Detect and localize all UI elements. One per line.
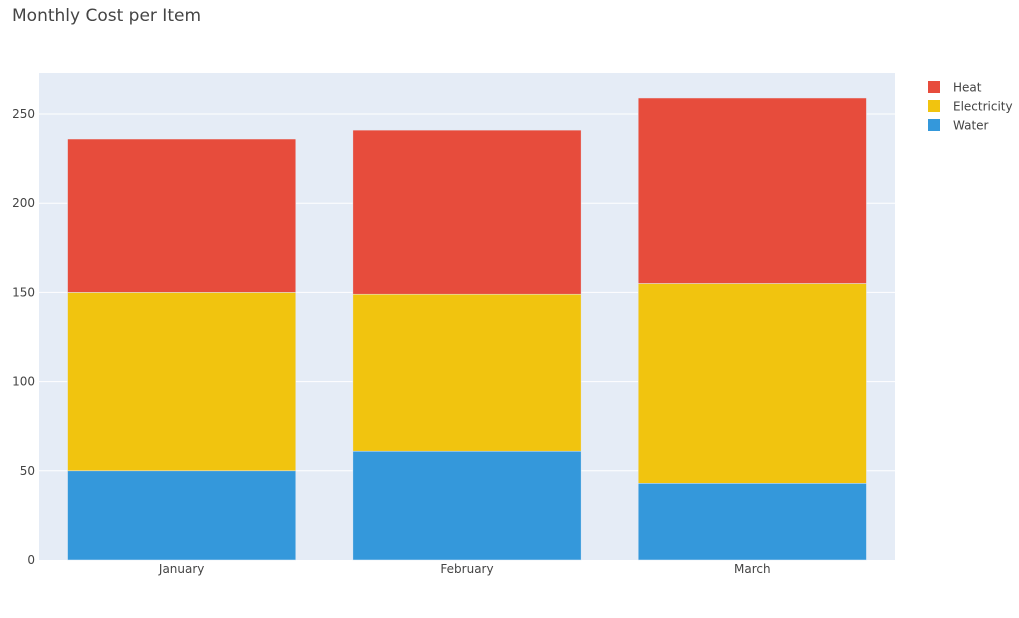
bar-water-january[interactable] xyxy=(67,470,297,561)
y-tick-label: 0 xyxy=(27,553,35,567)
legend-item-water[interactable]: Water xyxy=(928,119,989,133)
y-tick-label: 50 xyxy=(20,464,35,478)
bar-heat-january[interactable] xyxy=(67,138,297,293)
legend-label: Heat xyxy=(953,81,982,95)
legend-label: Water xyxy=(953,119,989,133)
bar-heat-march[interactable] xyxy=(637,97,867,284)
bar-water-february[interactable] xyxy=(352,450,582,561)
legend-item-heat[interactable]: Heat xyxy=(928,81,982,95)
x-axis: January February March xyxy=(158,562,771,576)
y-tick-label: 150 xyxy=(12,285,35,299)
legend-swatch xyxy=(928,81,940,93)
bar-electricity-february[interactable] xyxy=(352,293,582,452)
y-tick-label: 200 xyxy=(12,196,35,210)
x-tick-label: February xyxy=(440,562,493,576)
legend-swatch xyxy=(928,100,940,112)
legend-label: Electricity xyxy=(953,100,1013,114)
bars xyxy=(67,97,867,561)
bar-electricity-january[interactable] xyxy=(67,292,297,472)
chart-title: Monthly Cost per Item xyxy=(12,6,202,26)
x-tick-label: January xyxy=(158,562,205,576)
legend-item-electricity[interactable]: Electricity xyxy=(928,100,1013,114)
x-tick-label: March xyxy=(734,562,771,576)
bar-water-march[interactable] xyxy=(637,483,867,561)
bar-electricity-march[interactable] xyxy=(637,283,867,484)
legend[interactable]: Heat Electricity Water xyxy=(928,81,1013,133)
y-tick-label: 100 xyxy=(12,375,35,389)
bar-heat-february[interactable] xyxy=(352,129,582,295)
y-axis: 0 50 100 150 200 250 xyxy=(12,107,35,567)
legend-swatch xyxy=(928,119,940,131)
y-tick-label: 250 xyxy=(12,107,35,121)
